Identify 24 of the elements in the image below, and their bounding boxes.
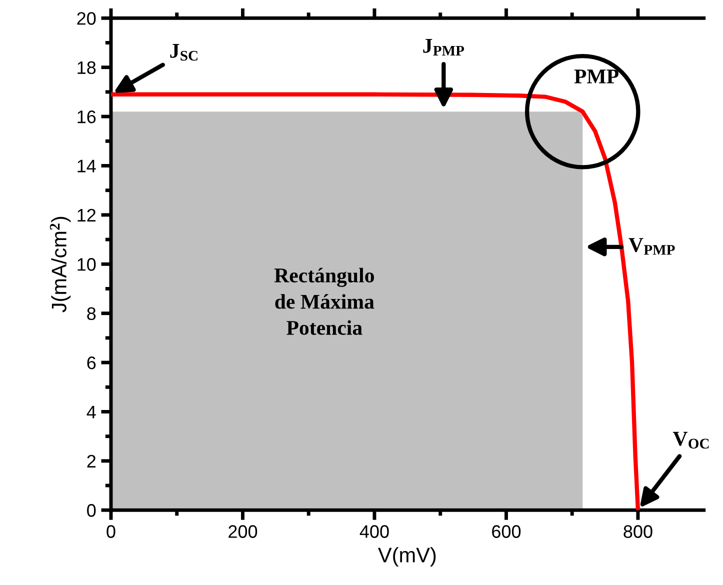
y-axis-title: J(mA/cm$^{2}$) bbox=[50, 216, 71, 312]
annotation: V$_{OC}$ bbox=[672, 432, 709, 449]
y-tick-label: 6 bbox=[87, 356, 96, 370]
y-tick-label: 0 bbox=[87, 504, 96, 517]
y-tick-label: 16 bbox=[78, 110, 96, 124]
x-tick-label: 0 bbox=[106, 525, 116, 538]
annotation: J$_{SC}$ bbox=[170, 44, 198, 61]
annotation: V$_{PMP}$ bbox=[628, 238, 675, 255]
y-tick-label: 14 bbox=[78, 160, 96, 172]
annotation: J$_{PMP}$ bbox=[423, 38, 464, 56]
x-tick-label: 600 bbox=[492, 525, 521, 538]
y-tick-label: 20 bbox=[77, 12, 96, 25]
x-axis-title: V(mV) bbox=[378, 547, 436, 566]
annotation: PMP bbox=[574, 70, 618, 84]
annotation: Rectángulo de Máxima Potencia bbox=[274, 268, 374, 335]
y-tick-label: 8 bbox=[87, 307, 96, 320]
y-tick-label: 10 bbox=[78, 258, 96, 271]
y-tick-label: 18 bbox=[78, 61, 96, 74]
y-tick-label: 4 bbox=[86, 406, 96, 418]
x-tick-label: 400 bbox=[360, 525, 389, 538]
x-tick-label: 800 bbox=[624, 525, 652, 538]
x-tick-label: 200 bbox=[228, 525, 258, 538]
y-tick-label: 2 bbox=[87, 454, 96, 468]
y-tick-label: 12 bbox=[78, 208, 96, 222]
